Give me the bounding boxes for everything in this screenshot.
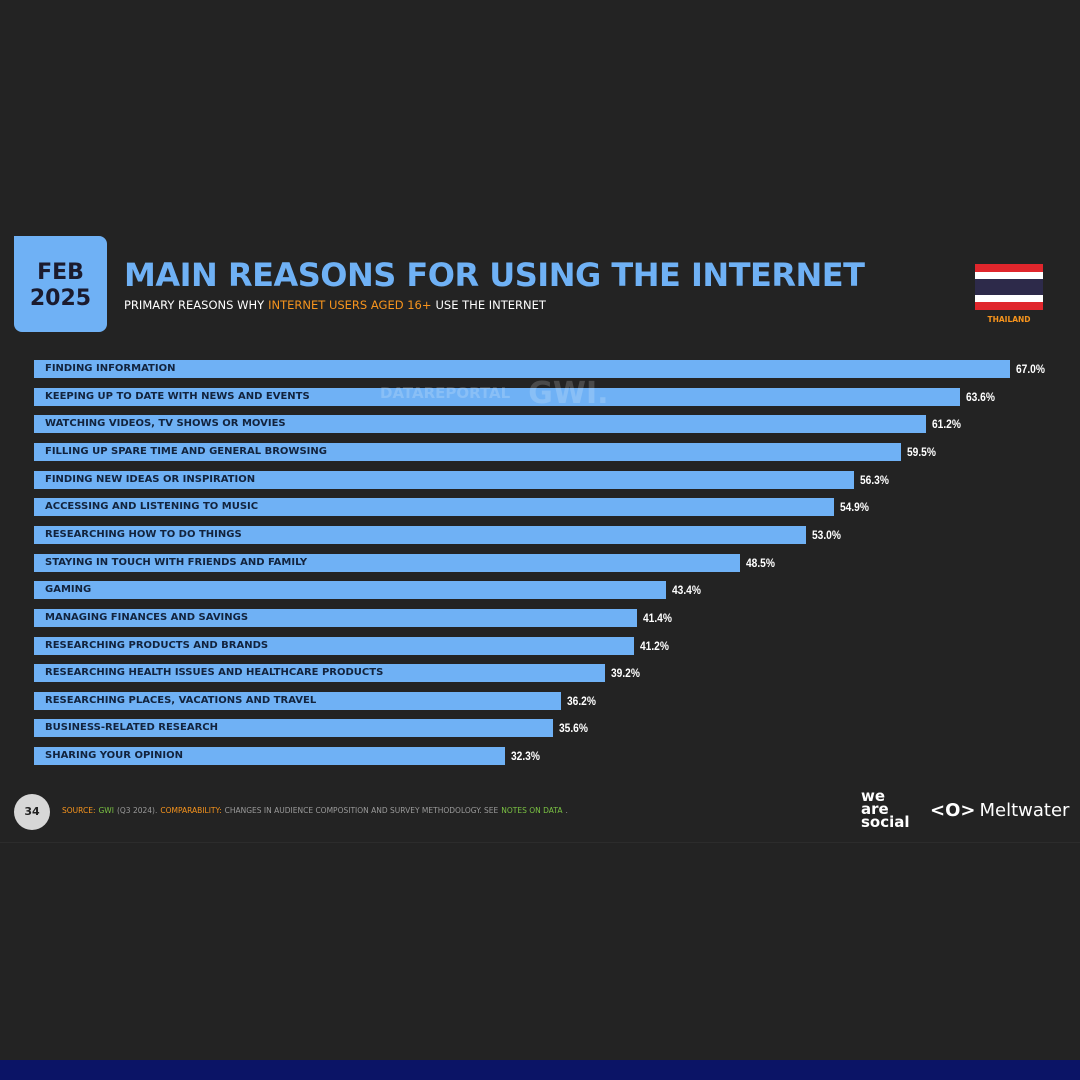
- logo-icon: <O>: [930, 800, 976, 821]
- bar: [34, 387, 961, 406]
- value-label: 32.3%: [510, 749, 540, 764]
- value-label: 41.2%: [640, 638, 670, 653]
- bar: [34, 608, 638, 627]
- bar: [34, 664, 606, 683]
- flag: [975, 264, 1043, 310]
- chart: FINDING INFORMATION 67.0% KEEPING UP TO DA…: [34, 360, 1045, 766]
- bar: [34, 636, 635, 655]
- category-label: FINDING INFORMATION: [45, 363, 176, 374]
- chart-title: MAIN REASONS FOR USING THE INTERNET: [124, 256, 865, 294]
- category-label: MANAGING FINANCES AND SAVINGS: [45, 611, 249, 623]
- bar: [34, 553, 741, 572]
- source-note: SOURCE: GWI (Q3 2024). COMPARABILITY: CHANGE…: [62, 806, 571, 815]
- country-label: THAILAND: [987, 315, 1031, 324]
- watermark: DATAREPORTAL GWI.: [380, 376, 609, 411]
- category-label: RESEARCHING PRODUCTS AND BRANDS: [45, 639, 269, 651]
- bottom-strip: [0, 1060, 1080, 1080]
- category-label: BUSINESS-RELATED RESEARCH: [45, 722, 218, 734]
- value-label: 48.5%: [746, 555, 776, 570]
- category-label: RESEARCHING HEALTH ISSUES AND HEALTHCARE…: [45, 667, 384, 679]
- value-label: 35.6%: [558, 721, 588, 736]
- value-label: 67.0%: [1015, 362, 1045, 376]
- category-label: WATCHING VIDEOS, TV SHOWS OR MOVIES: [45, 418, 286, 430]
- value-label: 36.2%: [567, 693, 597, 708]
- category-label: RESEARCHING HOW TO DO THINGS: [45, 528, 242, 540]
- category-label: SHARING YOUR OPINION: [45, 750, 183, 762]
- subtitle-part: USE THE INTERNET: [435, 298, 546, 312]
- page-number: 34: [14, 794, 50, 830]
- source-part: GWI: [98, 806, 114, 815]
- source-part: COMPARABILITY:: [160, 806, 222, 815]
- value-label: 53.0%: [812, 527, 841, 542]
- watermark-text: DATAREPORTAL: [380, 384, 511, 402]
- category-label: FINDING NEW IDEAS OR INSPIRATION: [45, 473, 256, 485]
- source-part: NOTES ON DATA: [501, 806, 563, 815]
- category-label: ACCESSING AND LISTENING TO MUSIC: [45, 501, 259, 513]
- logo: <O> Meltwater: [930, 800, 1069, 821]
- source-part: SOURCE:: [62, 806, 96, 815]
- date-badge: FEB 2025: [14, 236, 107, 332]
- logo-text: social: [861, 813, 910, 831]
- value-label: 61.2%: [931, 417, 961, 432]
- bar: [34, 415, 926, 434]
- logo-text: we: [861, 787, 886, 805]
- source-part: .: [565, 806, 568, 815]
- bar: [34, 747, 505, 766]
- watermark-text: GWI.: [528, 376, 609, 411]
- value-label: 56.3%: [860, 472, 890, 487]
- value-label: 39.2%: [611, 666, 640, 681]
- category-label: GAMING: [45, 584, 92, 596]
- source-part: (Q3 2024).: [116, 806, 158, 815]
- logo-text: are: [861, 800, 889, 818]
- subtitle-part: INTERNET USERS AGED 16+: [268, 298, 432, 312]
- badge-year: 2025: [29, 286, 92, 311]
- value-label: 41.4%: [643, 610, 672, 625]
- bar: [34, 470, 855, 489]
- bar: [34, 442, 901, 461]
- bar: [34, 360, 1010, 378]
- bar: [34, 581, 667, 600]
- subtitle: PRIMARY REASONS WHY INTERNET USERS AGED 1…: [124, 298, 550, 312]
- separator: [0, 842, 1080, 843]
- logo: we are social: [861, 787, 910, 831]
- source-part: CHANGES IN AUDIENCE COMPOSITION AND SURV…: [224, 806, 499, 815]
- value-label: 59.5%: [906, 444, 936, 459]
- bar: [34, 525, 807, 544]
- category-label: KEEPING UP TO DATE WITH NEWS AND EVENTS: [45, 390, 310, 402]
- bar: [34, 498, 834, 517]
- logo-text: Meltwater: [979, 800, 1070, 821]
- bar: [34, 719, 553, 738]
- value-label: 54.9%: [839, 500, 869, 515]
- value-label: 43.4%: [672, 583, 702, 598]
- badge-month: FEB: [37, 260, 84, 285]
- category-label: FILLING UP SPARE TIME AND GENERAL BROWSI…: [45, 445, 327, 457]
- category-label: STAYING IN TOUCH WITH FRIENDS AND FAMILY: [45, 556, 308, 568]
- bar: [34, 691, 562, 710]
- value-label: 63.6%: [966, 389, 996, 404]
- category-label: RESEARCHING PLACES, VACATIONS AND TRAVEL: [45, 694, 317, 706]
- subtitle-part: PRIMARY REASONS WHY: [124, 298, 265, 312]
